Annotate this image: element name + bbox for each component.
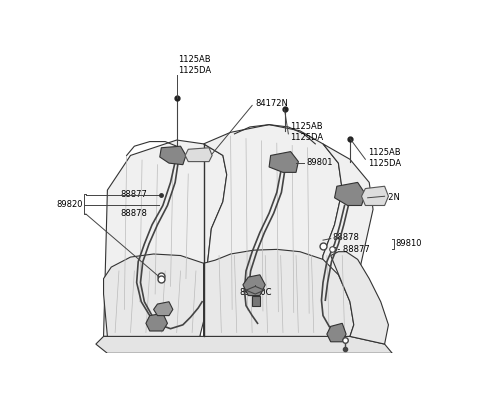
Text: 89830C: 89830C	[239, 288, 272, 297]
Text: 89820: 89820	[56, 200, 83, 209]
Polygon shape	[361, 186, 388, 206]
Text: 1125AB
1125DA: 1125AB 1125DA	[178, 54, 211, 75]
Polygon shape	[104, 254, 204, 336]
Text: 89801: 89801	[306, 158, 333, 167]
Polygon shape	[185, 148, 212, 162]
Text: 1125AB
1125DA: 1125AB 1125DA	[290, 122, 323, 143]
Text: 1125AB
1125DA: 1125AB 1125DA	[368, 148, 401, 168]
Polygon shape	[327, 323, 346, 342]
Text: 89810: 89810	[396, 239, 422, 249]
Text: 88878: 88878	[332, 233, 359, 242]
Polygon shape	[335, 182, 365, 206]
Polygon shape	[154, 302, 173, 316]
Polygon shape	[204, 125, 342, 336]
Polygon shape	[96, 336, 392, 353]
Polygon shape	[269, 152, 299, 172]
Polygon shape	[104, 140, 227, 336]
Text: 84172N: 84172N	[255, 99, 288, 108]
Polygon shape	[243, 275, 265, 296]
Polygon shape	[204, 249, 354, 336]
Polygon shape	[160, 146, 186, 165]
Text: 84172N: 84172N	[368, 193, 400, 202]
Polygon shape	[315, 144, 373, 336]
Polygon shape	[146, 313, 168, 331]
Text: o- 88877: o- 88877	[332, 245, 370, 254]
Text: 88877: 88877	[120, 190, 147, 199]
Polygon shape	[331, 252, 388, 344]
Polygon shape	[252, 296, 260, 306]
Text: 88878: 88878	[120, 209, 147, 218]
